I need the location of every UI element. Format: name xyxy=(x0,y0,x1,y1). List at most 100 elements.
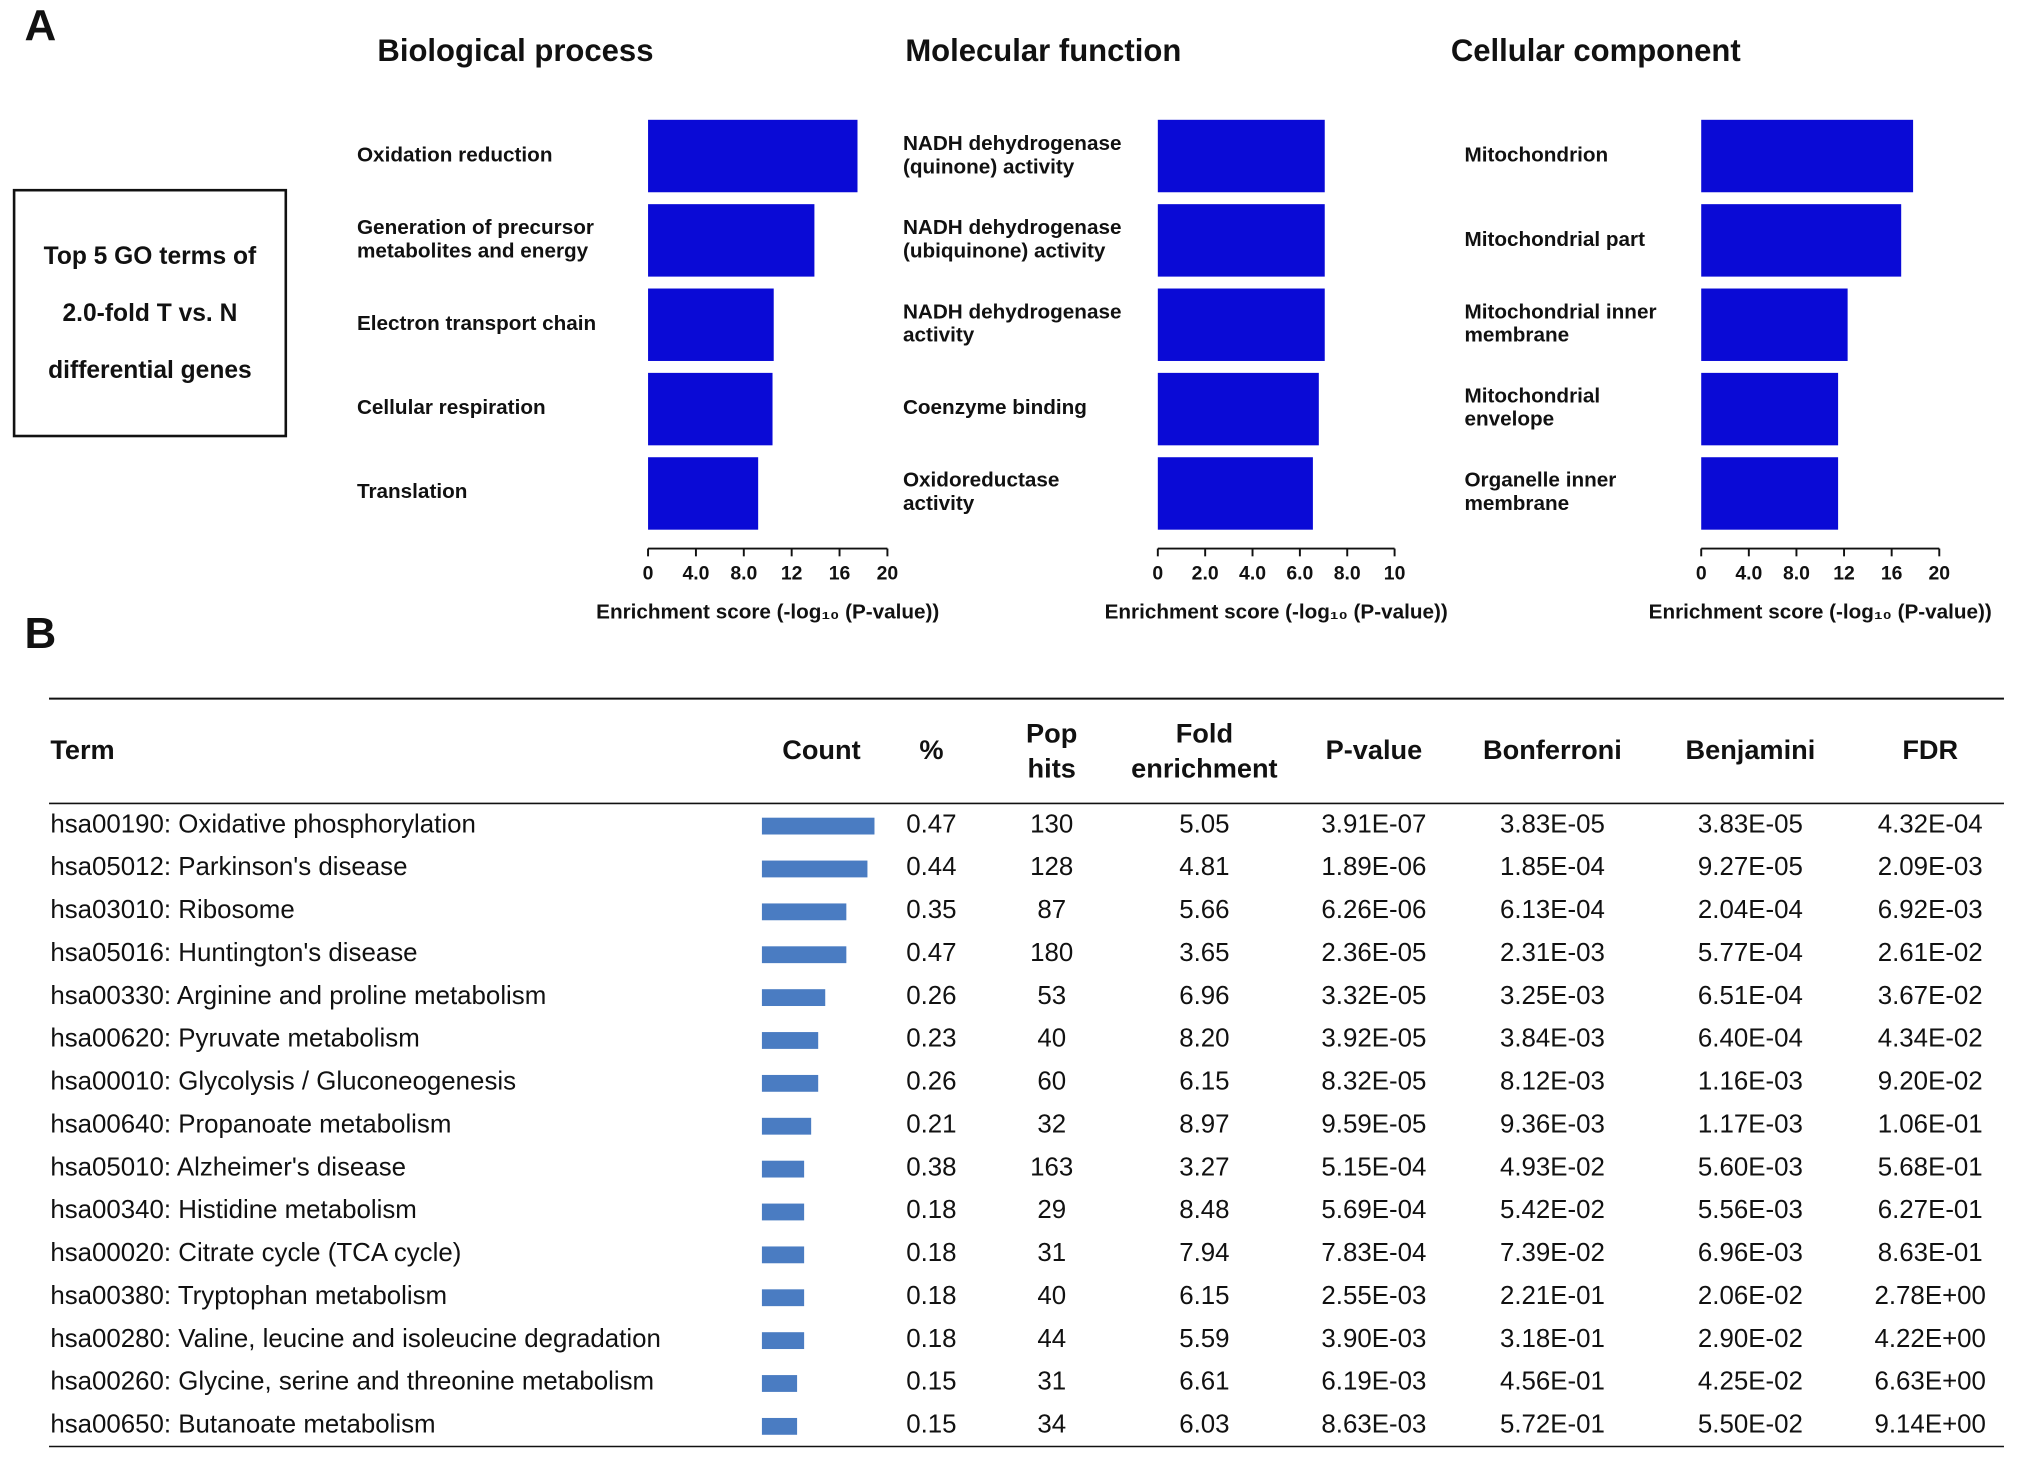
table-cell: 0.18 xyxy=(906,1325,956,1353)
count-bar xyxy=(761,1160,805,1178)
table-cell: 6.96 xyxy=(1179,982,1229,1010)
table-cell: 2.04E-04 xyxy=(1698,896,1803,924)
column-header-box: Fold enrichment xyxy=(1131,719,1278,785)
x-tick-label: 4.0 xyxy=(1239,563,1266,585)
bar xyxy=(1701,372,1839,446)
table-cell: 0.18 xyxy=(906,1196,956,1224)
table-cell: hsa05016: Huntington's disease xyxy=(50,939,417,967)
table-cell: hsa00190: Oxidative phosphorylation xyxy=(50,810,476,838)
count-bar xyxy=(761,946,847,964)
count-bar xyxy=(761,1375,798,1392)
table-cell: 34 xyxy=(1037,1411,1066,1439)
table-cell: 2.61E-02 xyxy=(1878,939,1983,967)
table-cell: 5.05 xyxy=(1179,810,1229,838)
table-cell: 5.60E-03 xyxy=(1698,1153,1803,1181)
table-cell: hsa00280: Valine, leucine and isoleucine… xyxy=(50,1325,661,1353)
table-cell: hsa00650: Butanoate metabolism xyxy=(50,1411,435,1439)
category-label-box: Mitochondrial inner membrane xyxy=(1464,301,1656,346)
table-cell: 6.19E-03 xyxy=(1321,1368,1426,1396)
chart-title: Cellular component xyxy=(1451,33,1741,68)
category-label: Translation xyxy=(356,481,468,504)
table-cell: 6.61 xyxy=(1179,1368,1229,1396)
table-cell: 0.15 xyxy=(906,1368,956,1396)
table-cell: 31 xyxy=(1037,1368,1066,1396)
table-cell: 1.89E-06 xyxy=(1321,853,1426,881)
table-cell: 6.26E-06 xyxy=(1321,896,1426,924)
table-cell: 6.15 xyxy=(1179,1068,1229,1096)
category-label-box: Mitochondrial part xyxy=(1464,228,1646,251)
table-cell: 0.23 xyxy=(906,1025,956,1053)
table-cell: 3.83E-05 xyxy=(1500,810,1605,838)
table-cell: 31 xyxy=(1037,1239,1066,1267)
category-label-box: Oxidoreductase activity xyxy=(903,470,1059,515)
x-tick-label: 4.0 xyxy=(682,563,709,585)
x-axis-label: Enrichment score (-log₁₀ (P-value)) xyxy=(1105,601,1448,624)
table-cell: 9.20E-02 xyxy=(1878,1068,1983,1096)
table-cell: 2.06E-02 xyxy=(1698,1282,1803,1310)
category-label-box: Translation xyxy=(356,481,468,504)
table-cell: 5.42E-02 xyxy=(1500,1196,1605,1224)
category-label: Mitochondrial envelope xyxy=(1464,385,1601,432)
category-label: Mitochondrial part xyxy=(1464,228,1646,251)
table-cell: hsa00020: Citrate cycle (TCA cycle) xyxy=(50,1239,461,1267)
table-cell: 0.26 xyxy=(906,982,956,1010)
category-label: NADH dehydrogenase (quinone) activity xyxy=(902,132,1122,179)
table-cell: 4.25E-02 xyxy=(1698,1368,1803,1396)
x-axis-label: Enrichment score (-log₁₀ (P-value)) xyxy=(596,601,939,624)
table-cell: 8.63E-03 xyxy=(1321,1411,1426,1439)
table-cell: 2.78E+00 xyxy=(1874,1282,1985,1310)
x-tick-label: 0 xyxy=(643,563,654,585)
table-cell: hsa00010: Glycolysis / Gluconeogenesis xyxy=(50,1068,516,1096)
table-cell: 4.32E-04 xyxy=(1878,810,1983,838)
table-cell: 2.90E-02 xyxy=(1698,1325,1803,1353)
count-bar xyxy=(761,989,826,1007)
table-cell: 6.92E-03 xyxy=(1878,896,1983,924)
table-cell: 29 xyxy=(1037,1196,1066,1224)
table-cell: 0.47 xyxy=(906,810,956,838)
count-bar xyxy=(761,1032,819,1049)
table-cell: 5.77E-04 xyxy=(1698,939,1803,967)
column-header: Fold enrichment xyxy=(1131,719,1278,785)
table-cell: 0.44 xyxy=(906,853,956,881)
column-header: FDR xyxy=(1902,734,1958,765)
table-cell: 7.94 xyxy=(1179,1239,1229,1267)
table-cell: 6.27E-01 xyxy=(1878,1196,1983,1224)
bar xyxy=(1701,288,1848,361)
category-label: Electron transport chain xyxy=(356,313,597,336)
table-cell: 0.26 xyxy=(906,1068,956,1096)
table-cell: 9.14E+00 xyxy=(1874,1411,1985,1439)
table-cell: 3.65 xyxy=(1179,939,1229,967)
table-cell: 4.56E-01 xyxy=(1500,1368,1605,1396)
table-cell: 3.83E-05 xyxy=(1698,810,1803,838)
bar xyxy=(1701,457,1839,530)
table-cell: 4.93E-02 xyxy=(1500,1153,1605,1181)
table-cell: 2.31E-03 xyxy=(1500,939,1605,967)
table-cell: 6.51E-04 xyxy=(1698,982,1803,1010)
bar xyxy=(648,372,773,446)
x-tick-label: 2.0 xyxy=(1192,563,1219,585)
table-cell: 5.66 xyxy=(1179,896,1229,924)
category-label-box: NADH dehydrogenase (quinone) activity xyxy=(902,132,1122,179)
count-bar xyxy=(761,903,847,921)
count-bar xyxy=(761,1246,805,1264)
table-cell: 130 xyxy=(1030,810,1073,838)
bar xyxy=(648,119,858,193)
column-header: Benjamini xyxy=(1685,734,1815,765)
count-bar xyxy=(761,817,875,835)
bar xyxy=(648,288,774,361)
table-cell: 44 xyxy=(1037,1325,1066,1353)
table-cell: 2.36E-05 xyxy=(1321,939,1426,967)
table-cell: 1.16E-03 xyxy=(1698,1068,1803,1096)
table-cell: 0.35 xyxy=(906,896,956,924)
category-label-box: Electron transport chain xyxy=(356,313,597,336)
column-header: % xyxy=(919,734,943,765)
table-cell: 7.39E-02 xyxy=(1500,1239,1605,1267)
table-cell: 3.84E-03 xyxy=(1500,1025,1605,1053)
chart-title: Biological process xyxy=(377,33,653,68)
x-tick-label: 12 xyxy=(1833,563,1855,585)
table-cell: 8.63E-01 xyxy=(1878,1239,1983,1267)
table-cell: 9.27E-05 xyxy=(1698,853,1803,881)
count-bar xyxy=(761,860,868,878)
table-cell: hsa05012: Parkinson's disease xyxy=(50,853,407,881)
